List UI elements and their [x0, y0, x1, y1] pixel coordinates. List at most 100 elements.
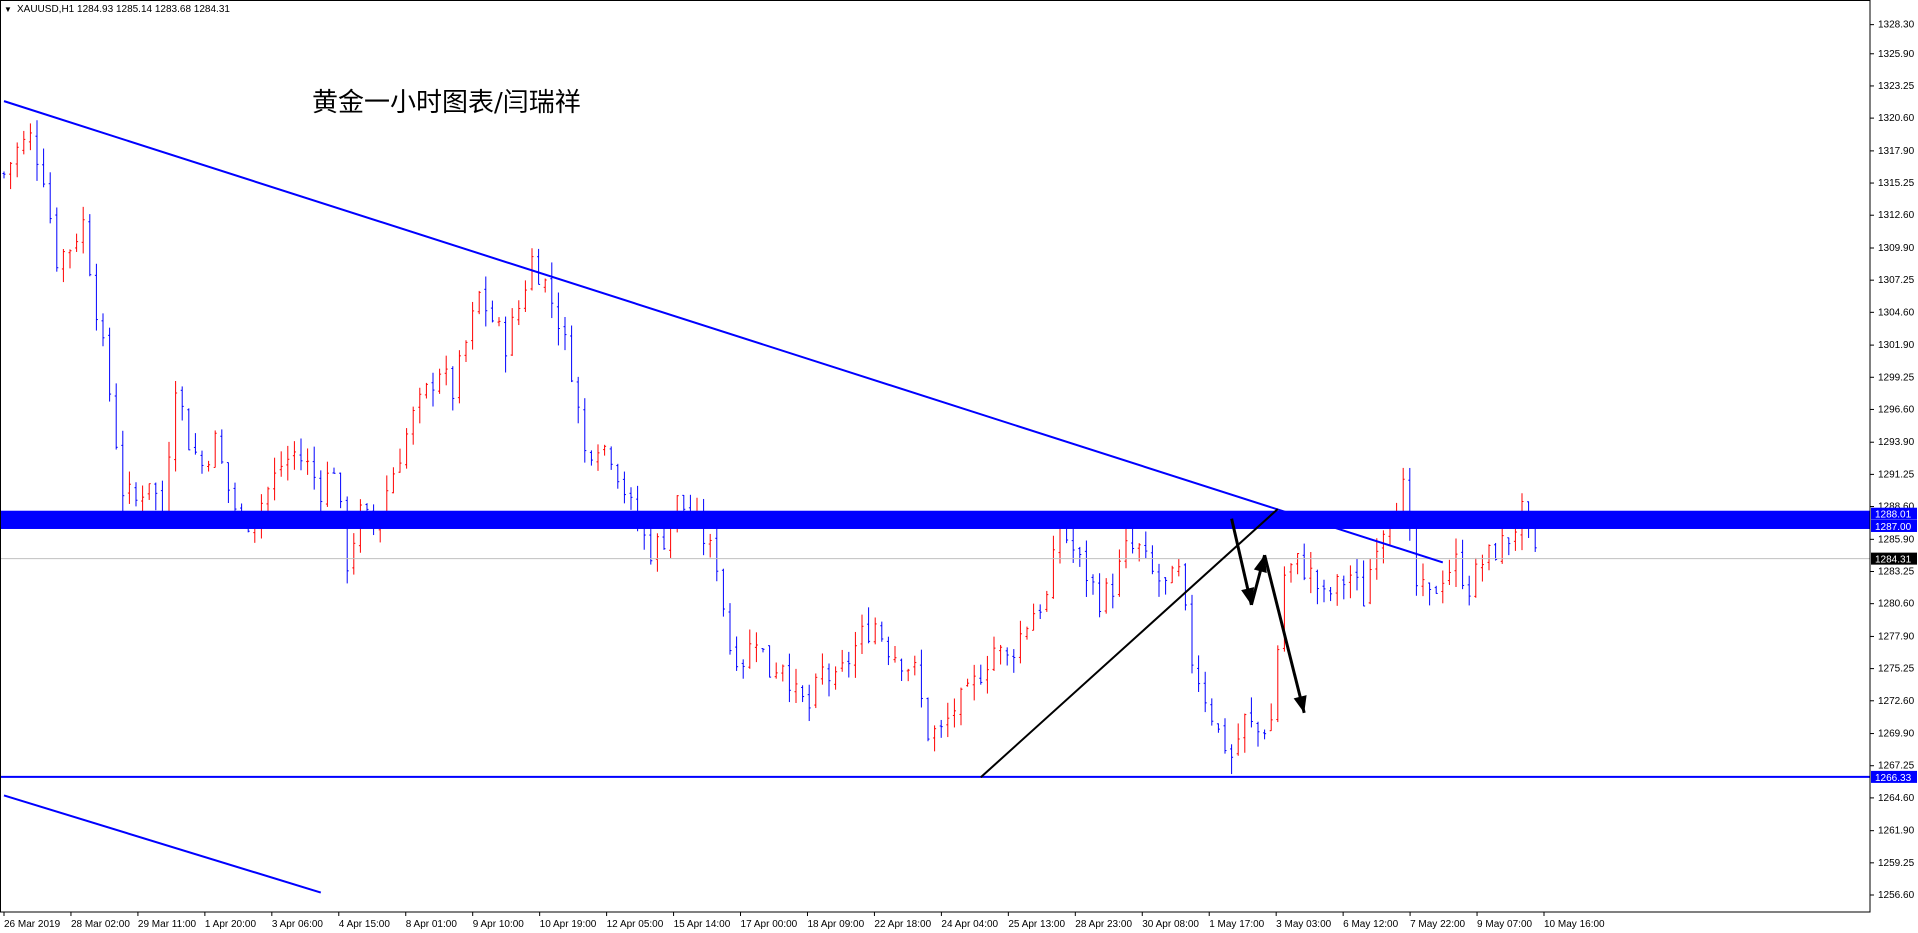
y-tick-label: 1307.25	[1878, 275, 1915, 286]
candle	[1104, 578, 1108, 614]
candle	[847, 651, 851, 678]
candle	[774, 662, 778, 679]
candle	[94, 263, 98, 331]
candle	[1263, 729, 1267, 740]
candle	[48, 172, 52, 224]
forecast-arrow	[1263, 554, 1307, 714]
candle	[424, 382, 428, 399]
candle	[75, 233, 79, 252]
candle	[1507, 537, 1511, 556]
candle	[708, 533, 712, 558]
candle	[1289, 563, 1293, 583]
candle	[504, 316, 508, 373]
candle	[992, 636, 996, 672]
candle	[174, 380, 178, 472]
candle	[880, 621, 884, 642]
x-tick-label: 30 Apr 08:00	[1142, 919, 1199, 930]
candle	[1249, 697, 1253, 728]
candle	[886, 636, 890, 666]
forecast-arrow	[1249, 554, 1267, 606]
candle	[1494, 542, 1498, 561]
candle	[972, 664, 976, 701]
candle	[319, 470, 323, 519]
x-tick-label: 10 May 16:00	[1544, 919, 1605, 930]
dropdown-triangle-icon[interactable]: ▼	[4, 5, 12, 14]
candle	[913, 655, 917, 676]
candle	[306, 448, 310, 475]
candle	[220, 429, 224, 464]
y-tick-label: 1304.60	[1878, 307, 1915, 318]
candle	[801, 685, 805, 703]
candle	[596, 444, 600, 471]
candle	[570, 325, 574, 383]
candle	[926, 697, 930, 742]
candle	[609, 446, 613, 470]
x-tick-label: 9 Apr 10:00	[473, 919, 525, 930]
y-tick-label: 1291.25	[1878, 469, 1915, 480]
chart-annotation: 黄金一小时图表/闫瑞祥	[312, 88, 581, 118]
forecast-arrow-head	[1293, 695, 1307, 713]
candle	[457, 350, 461, 404]
candle	[1302, 543, 1306, 581]
candle	[748, 629, 752, 669]
candle	[1131, 528, 1135, 554]
y-tick-label: 1269.90	[1878, 729, 1915, 740]
candle	[497, 317, 501, 327]
y-tick-label: 1280.60	[1878, 599, 1915, 610]
candle	[952, 698, 956, 728]
candle	[768, 645, 772, 678]
candle	[1467, 575, 1471, 606]
candle	[490, 300, 494, 323]
candle	[563, 316, 567, 351]
candle	[1157, 563, 1161, 597]
y-tick-label: 1317.90	[1878, 146, 1915, 157]
candle	[477, 290, 481, 315]
candle	[1243, 713, 1247, 753]
candle	[1091, 574, 1095, 595]
candle	[589, 450, 593, 466]
candle	[933, 725, 937, 752]
candle	[721, 568, 725, 617]
candle	[787, 653, 791, 703]
y-tick-label: 1272.60	[1878, 696, 1915, 707]
candle	[226, 462, 230, 504]
candle	[1342, 575, 1346, 600]
candle	[405, 428, 409, 469]
candle	[754, 632, 758, 663]
candle	[556, 292, 560, 346]
candle	[616, 463, 620, 489]
candle	[15, 142, 19, 178]
candle	[193, 433, 197, 455]
candle	[1025, 626, 1029, 640]
candle	[1111, 573, 1115, 609]
candle	[794, 668, 798, 704]
x-tick-label: 29 Mar 11:00	[138, 919, 197, 930]
candle	[154, 482, 158, 511]
candle	[121, 430, 125, 513]
candle	[959, 687, 963, 726]
candle	[1362, 560, 1366, 607]
price-tag-label: 1266.33	[1875, 773, 1912, 784]
candle	[840, 649, 844, 672]
candle	[385, 475, 389, 514]
candle	[28, 123, 32, 151]
y-tick-label: 1320.60	[1878, 113, 1915, 124]
candle	[1256, 721, 1260, 747]
y-tick-label: 1293.90	[1878, 437, 1915, 448]
trendline-lower-channel	[3, 794, 322, 894]
candle	[187, 408, 191, 451]
candle	[1348, 565, 1352, 599]
y-tick-label: 1299.25	[1878, 372, 1915, 383]
x-tick-label: 15 Apr 14:00	[674, 919, 731, 930]
candle	[655, 533, 659, 572]
candle	[279, 451, 283, 477]
y-tick-label: 1288.60	[1878, 502, 1915, 513]
candle	[325, 461, 329, 507]
x-tick-label: 25 Apr 13:00	[1008, 919, 1065, 930]
x-tick-label: 1 May 17:00	[1209, 919, 1264, 930]
candle	[299, 438, 303, 471]
candle	[814, 673, 818, 709]
candle	[2, 171, 6, 179]
